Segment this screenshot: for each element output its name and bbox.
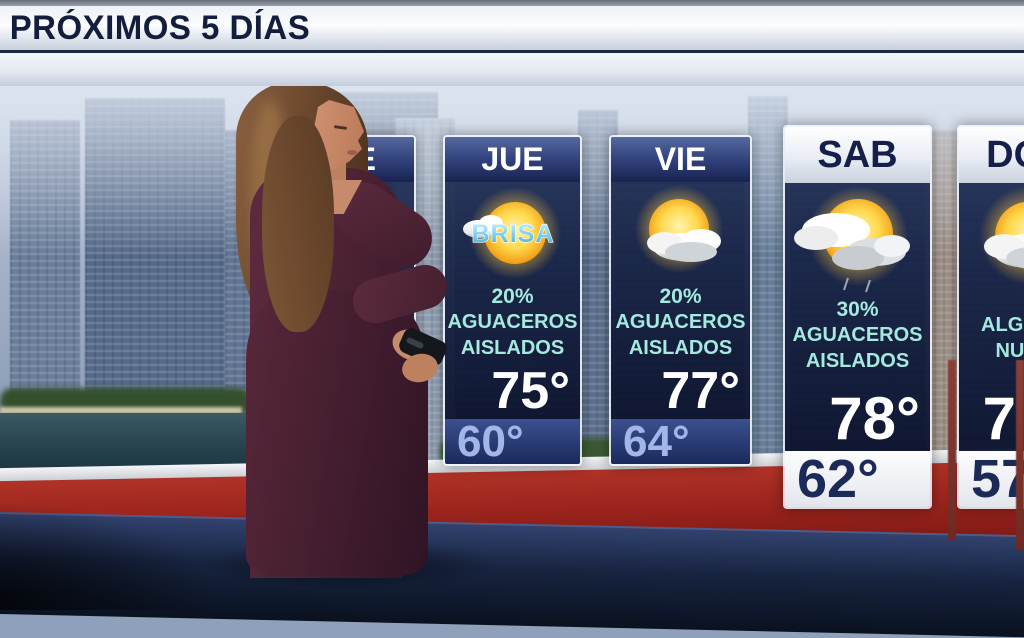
day-label: VIE [611,137,750,182]
low-temp: 60° [445,417,524,467]
page-title: PRÓXIMOS 5 DÍAS [0,9,310,48]
sun-brisa-icon: BRISA [288,185,408,285]
low-temp: 62° [785,448,879,509]
high-temp: 77° [661,363,750,419]
forecast-card-dom: DOM ALGUNASNUBES 7 57° [957,125,1024,509]
high-temp: 75° [491,363,580,419]
panel-red-edge [1016,360,1024,550]
sun-cloud-icon [621,185,741,285]
forecast-card-mie: MIE BRISA [279,135,416,466]
brisa-label: BRISA [306,220,389,248]
card-body: ALGUNASNUBES 7 [959,183,1024,451]
banner-lower-strip [0,53,1024,86]
brisa-label: BRISA [471,220,554,248]
card-body: BRISA [281,182,414,419]
low-temp-band: 57° [959,451,1024,507]
low-temp-band [281,419,414,464]
low-temp: 64° [611,417,690,467]
sun-cloud-icon [961,186,1024,298]
precip-percent: 20% [659,285,701,309]
precip-percent: 20% [491,285,533,309]
condition-text: ALGUNASNUBES [981,312,1024,364]
day-label: DOM [959,127,1024,183]
day-label: JUE [445,137,580,182]
high-temp: 78° [829,387,930,451]
day-label: MIE [281,137,414,182]
corner-shadow [0,500,220,610]
headline-banner: PRÓXIMOS 5 DÍAS [0,6,1024,50]
low-temp-band: 60° [445,419,580,464]
sun-brisa-icon: BRISA [453,185,573,285]
precip-percent: 30% [836,298,878,322]
day-label: SAB [785,127,930,183]
low-temp-band: 64° [611,419,750,464]
low-temp-band: 62° [785,451,930,507]
sun-clouds-icon [788,186,928,298]
panel-red-edge [948,360,956,540]
low-temp: 57° [959,448,1024,509]
